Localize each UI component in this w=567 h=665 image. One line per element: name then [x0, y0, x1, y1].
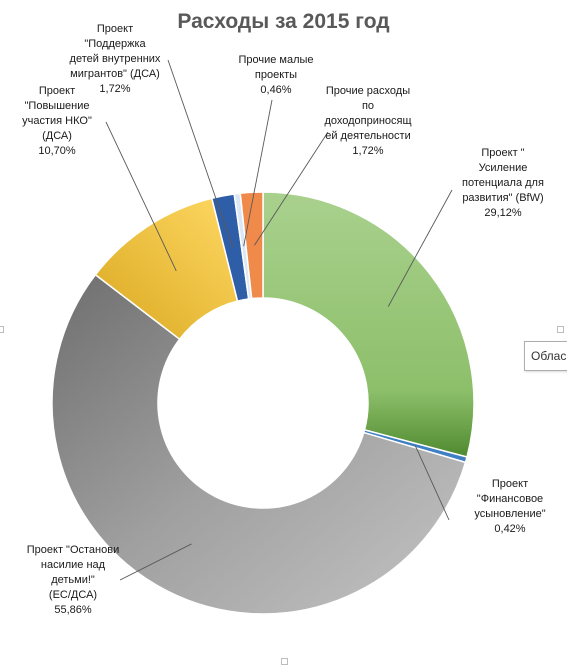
chart-title: Расходы за 2015 год: [177, 10, 390, 33]
leader-line: [254, 131, 329, 246]
slice-bfw[interactable]: [262, 191, 475, 458]
resize-handle-left[interactable]: [0, 326, 4, 333]
leader-line: [414, 445, 450, 521]
resize-handle-right[interactable]: [557, 326, 564, 333]
label-migrants: Проект "Поддержка детей внутренних мигра…: [69, 23, 161, 95]
chart-area-tooltip: Облас: [524, 341, 567, 371]
slice-stop-violence[interactable]: [51, 273, 467, 615]
leader-line: [167, 59, 234, 249]
slice-income-expenses[interactable]: [239, 191, 264, 300]
label-stop-violence: Проект "Останови насилие над детьми!" (Е…: [26, 544, 120, 616]
label-nko: Проект "Повышение участия НКО" (ДСА) 10,…: [22, 85, 92, 157]
resize-handle-bottom[interactable]: [281, 658, 288, 665]
label-small-projects: Прочие малые проекты 0,46%: [238, 54, 314, 96]
leader-line: [119, 543, 192, 581]
label-bfw: Проект " Усиление потенциала для развити…: [462, 147, 544, 219]
leader-line: [387, 189, 453, 307]
label-income-expenses: Прочие расходы по доходоприносящ ей деят…: [324, 85, 412, 157]
leader-line: [243, 99, 273, 247]
leader-line: [105, 121, 177, 272]
label-adoption: Проект "Финансовое усыновление" 0,42%: [474, 478, 546, 535]
